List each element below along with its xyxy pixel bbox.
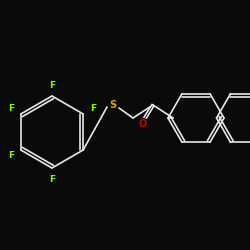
Text: S: S [110,100,116,110]
Text: F: F [49,174,55,184]
Text: F: F [8,151,14,160]
Text: F: F [49,80,55,90]
Text: O: O [139,119,147,129]
Text: F: F [8,104,14,113]
Text: F: F [90,104,96,113]
